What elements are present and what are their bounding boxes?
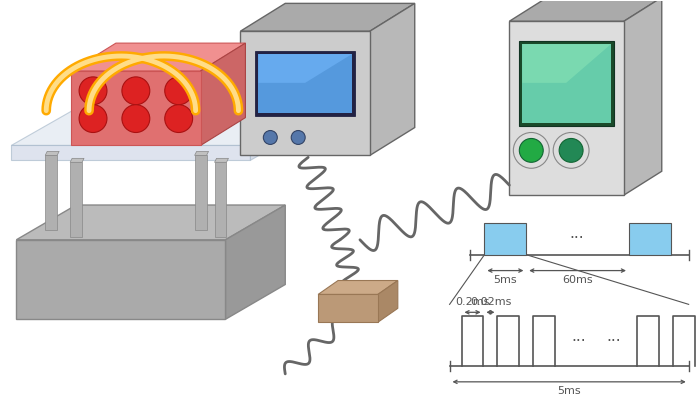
Polygon shape [16, 240, 226, 319]
Polygon shape [522, 44, 611, 83]
Polygon shape [45, 151, 59, 156]
Polygon shape [255, 51, 355, 116]
Polygon shape [201, 43, 245, 146]
Text: 0.02ms: 0.02ms [470, 297, 511, 307]
Polygon shape [318, 281, 398, 294]
Polygon shape [11, 106, 320, 146]
Circle shape [519, 138, 543, 162]
Bar [629, 223, 671, 255]
Circle shape [513, 133, 549, 168]
Polygon shape [70, 158, 84, 162]
Polygon shape [240, 31, 370, 156]
Circle shape [79, 105, 107, 133]
Polygon shape [215, 162, 226, 237]
Circle shape [553, 133, 589, 168]
Polygon shape [16, 205, 285, 240]
Polygon shape [522, 44, 611, 123]
Polygon shape [259, 54, 352, 83]
Polygon shape [226, 205, 285, 319]
Polygon shape [194, 151, 208, 156]
Circle shape [122, 105, 150, 133]
Polygon shape [250, 106, 320, 160]
Circle shape [264, 131, 278, 144]
Circle shape [559, 138, 583, 162]
Text: 60ms: 60ms [562, 274, 593, 284]
Circle shape [291, 131, 305, 144]
Polygon shape [215, 158, 229, 162]
Circle shape [165, 77, 193, 105]
Text: 0.2ms: 0.2ms [455, 297, 490, 307]
Text: ···: ··· [570, 231, 584, 246]
Polygon shape [194, 156, 207, 230]
Polygon shape [510, 0, 662, 21]
Polygon shape [519, 41, 614, 126]
Polygon shape [378, 281, 398, 322]
Polygon shape [45, 156, 57, 230]
Polygon shape [11, 146, 250, 160]
Polygon shape [370, 3, 415, 156]
Polygon shape [510, 21, 624, 195]
Polygon shape [624, 0, 662, 195]
Polygon shape [71, 71, 201, 146]
Bar [484, 223, 526, 255]
Text: 5ms: 5ms [493, 274, 517, 284]
Circle shape [165, 105, 193, 133]
Circle shape [79, 77, 107, 105]
Polygon shape [240, 3, 415, 31]
Polygon shape [70, 162, 82, 237]
Polygon shape [318, 294, 378, 322]
Text: 5ms: 5ms [557, 386, 581, 396]
Polygon shape [259, 54, 352, 113]
Text: ···: ··· [572, 334, 586, 349]
Text: ···: ··· [607, 334, 621, 349]
Circle shape [122, 77, 150, 105]
Polygon shape [71, 43, 245, 71]
